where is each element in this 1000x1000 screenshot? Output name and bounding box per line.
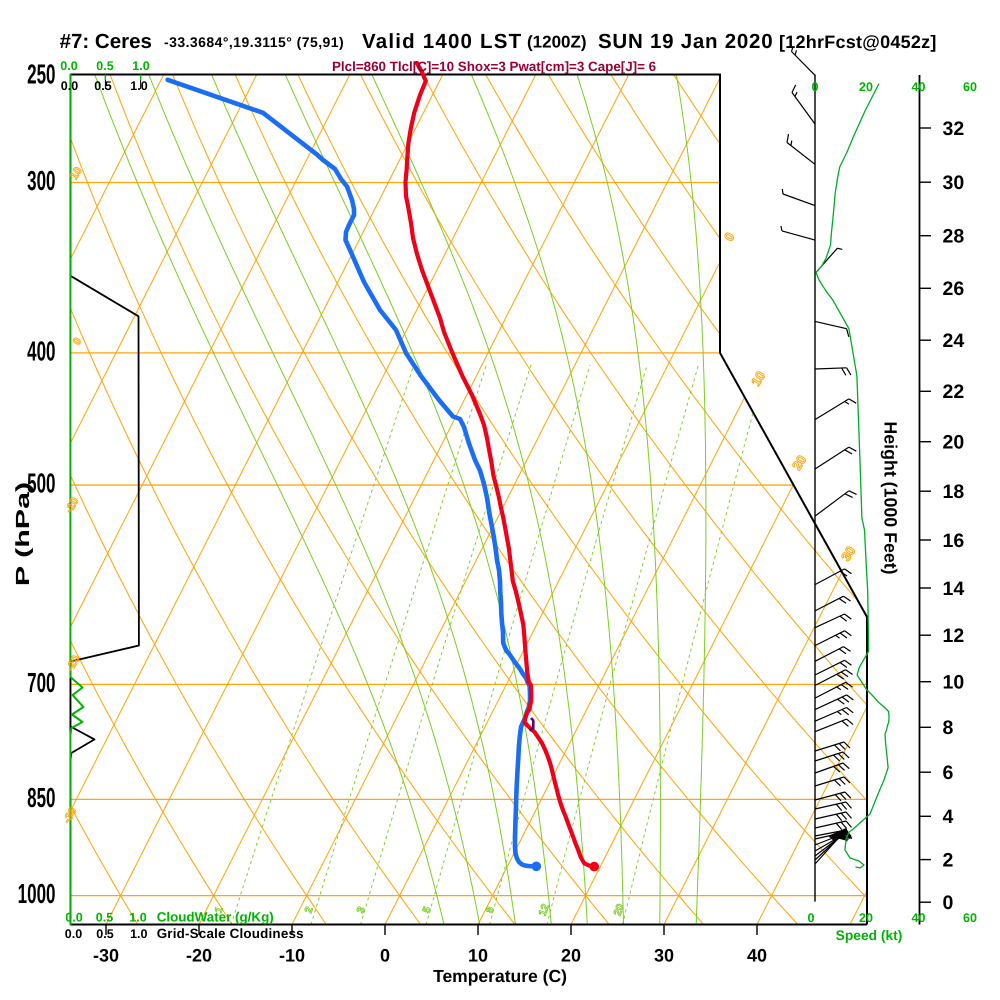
svg-text:[12hrFcst@0452z]: [12hrFcst@0452z] [779,32,937,52]
svg-text:Temperature (C): Temperature (C) [433,966,567,986]
svg-text:1.0: 1.0 [130,927,147,941]
svg-text:700: 700 [27,668,55,699]
svg-text:26: 26 [943,278,965,300]
svg-text:(1200Z): (1200Z) [527,33,587,52]
svg-text:0.5: 0.5 [96,927,113,941]
svg-text:0: 0 [812,80,819,94]
svg-text:60: 60 [963,80,977,94]
svg-text:5: 5 [421,905,434,915]
svg-text:20: 20 [859,80,873,94]
svg-text:0.0: 0.0 [61,79,78,93]
svg-text:500: 500 [27,468,55,499]
svg-text:CloudWater (g/Kg): CloudWater (g/Kg) [157,910,274,925]
svg-text:14: 14 [943,578,965,600]
svg-text:SUN 19 Jan 2020: SUN 19 Jan 2020 [598,30,773,53]
svg-text:10: 10 [943,672,965,694]
svg-text:-30: -30 [93,946,119,966]
svg-text:1.0: 1.0 [129,911,146,925]
svg-text:0.5: 0.5 [96,911,113,925]
svg-text:12: 12 [537,902,552,917]
svg-text:18: 18 [943,481,965,503]
svg-text:22: 22 [943,381,965,403]
svg-text:3: 3 [355,905,368,915]
svg-text:#7: Ceres: #7: Ceres [60,30,152,53]
svg-text:P (hPa): P (hPa) [13,482,34,586]
svg-text:850: 850 [27,783,55,814]
svg-text:Plcl=860 Tlcl[C]=10 Shox=3 Pwa: Plcl=860 Tlcl[C]=10 Shox=3 Pwat[cm]=3 Ca… [332,59,656,74]
svg-text:60: 60 [963,911,977,925]
svg-text:32: 32 [943,118,965,140]
svg-text:6: 6 [943,762,954,784]
svg-text:0.5: 0.5 [94,79,111,93]
svg-text:30: 30 [654,946,674,966]
svg-text:12: 12 [943,625,965,647]
svg-text:Speed (kt): Speed (kt) [836,928,903,943]
svg-text:8: 8 [943,717,954,739]
svg-text:20: 20 [943,432,965,454]
svg-text:40: 40 [747,946,767,966]
svg-text:1000: 1000 [18,879,56,910]
svg-text:400: 400 [27,336,55,367]
svg-text:40: 40 [912,911,926,925]
svg-text:-33.3684°,19.3115° (75,91): -33.3684°,19.3115° (75,91) [164,34,344,50]
svg-text:Grid-Scale Cloudiness: Grid-Scale Cloudiness [157,926,304,941]
svg-text:0: 0 [808,911,815,925]
svg-text:1.0: 1.0 [132,59,149,73]
svg-text:Height (1000 Feet): Height (1000 Feet) [881,421,901,574]
svg-text:-10: -10 [279,946,305,966]
svg-text:20: 20 [612,902,627,917]
svg-text:20: 20 [561,946,581,966]
svg-text:24: 24 [943,330,965,352]
svg-text:20: 20 [859,911,873,925]
svg-text:30: 30 [943,172,965,194]
svg-text:16: 16 [943,530,965,552]
svg-text:10: 10 [68,165,85,182]
svg-text:-20: -20 [186,946,212,966]
svg-text:1: 1 [213,905,226,915]
svg-text:1.0: 1.0 [130,79,147,93]
svg-text:10: 10 [468,946,488,966]
svg-text:0.0: 0.0 [65,927,82,941]
svg-text:2: 2 [303,905,316,915]
svg-text:0.5: 0.5 [96,59,113,73]
svg-text:0.0: 0.0 [65,911,82,925]
svg-text:0: 0 [380,946,390,966]
svg-text:0.0: 0.0 [60,59,77,73]
svg-text:2: 2 [943,849,954,871]
svg-text:Valid 1400 LST: Valid 1400 LST [362,30,522,53]
svg-text:250: 250 [27,59,55,90]
svg-text:0: 0 [943,892,954,914]
svg-text:4: 4 [943,806,954,828]
svg-text:8: 8 [484,905,497,915]
svg-text:300: 300 [27,166,55,197]
svg-text:40: 40 [912,80,926,94]
svg-text:28: 28 [943,226,965,248]
